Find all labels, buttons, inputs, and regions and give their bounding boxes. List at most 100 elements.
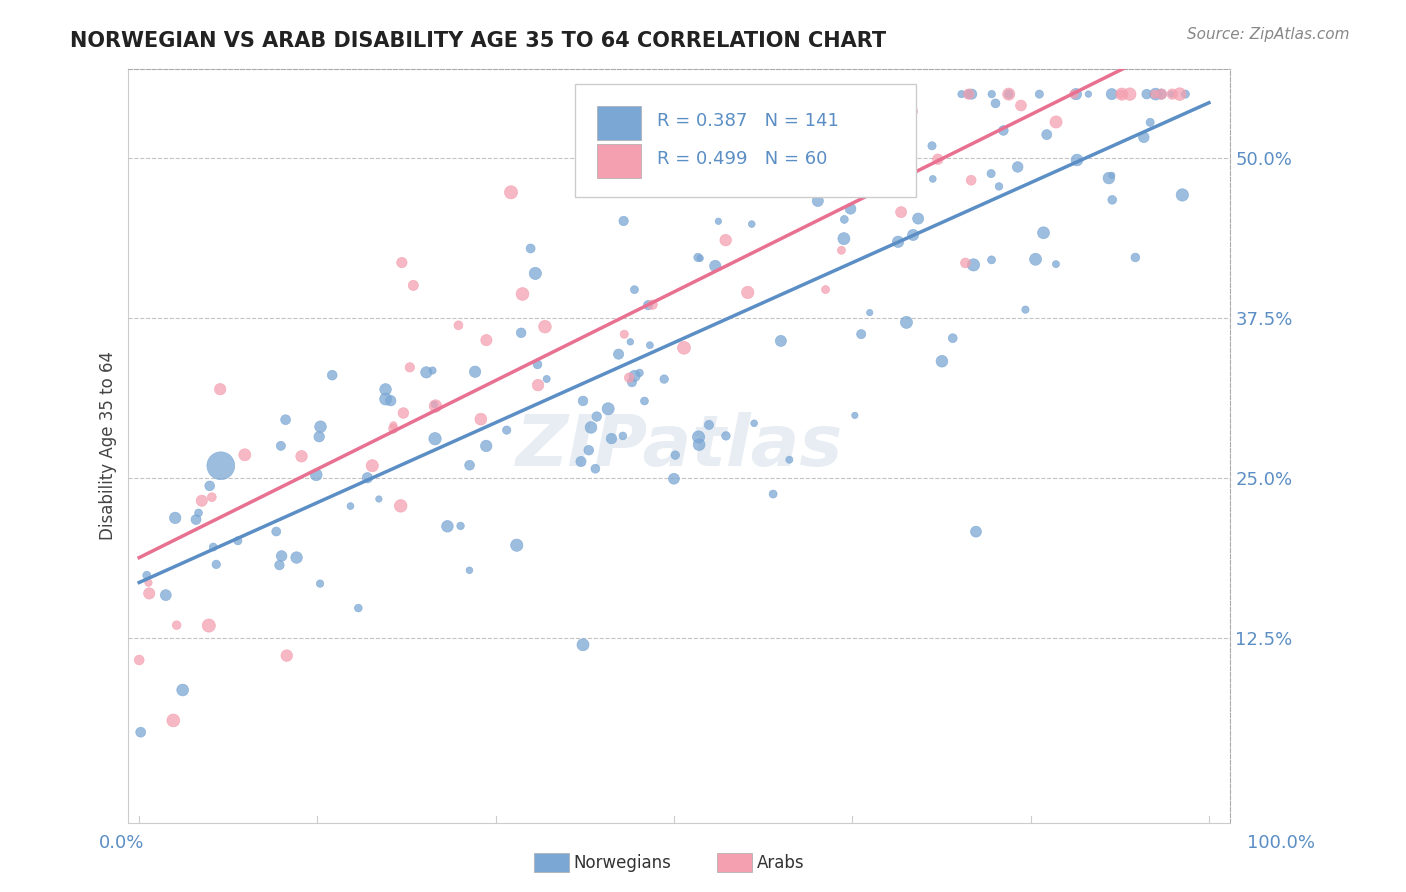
Point xyxy=(470,412,492,426)
Point xyxy=(402,278,425,293)
Point xyxy=(714,429,737,443)
Point xyxy=(356,471,378,485)
Point xyxy=(1101,169,1123,183)
FancyBboxPatch shape xyxy=(575,84,917,197)
Point xyxy=(138,586,160,600)
Point xyxy=(1007,160,1029,174)
Point xyxy=(166,618,188,632)
Point xyxy=(572,393,595,408)
Point xyxy=(309,419,332,434)
Point xyxy=(742,417,765,431)
Point xyxy=(628,366,651,380)
Point xyxy=(1139,115,1161,129)
Point xyxy=(855,136,877,151)
Point xyxy=(270,439,292,453)
Point xyxy=(464,365,486,379)
Point xyxy=(613,327,636,342)
Text: 100.0%: 100.0% xyxy=(1247,834,1315,852)
Point xyxy=(499,186,522,200)
Point xyxy=(475,333,498,347)
Point xyxy=(598,401,620,416)
Point xyxy=(769,334,792,348)
Point xyxy=(274,413,297,427)
Point xyxy=(778,452,800,467)
Point xyxy=(779,87,801,102)
Point xyxy=(988,179,1011,194)
Point xyxy=(962,258,984,272)
Point xyxy=(641,298,664,312)
Point xyxy=(285,550,308,565)
Point xyxy=(367,491,389,506)
Point xyxy=(495,423,517,437)
Point xyxy=(512,287,534,301)
Point xyxy=(264,524,287,539)
Point xyxy=(980,167,1002,181)
Point xyxy=(844,409,866,423)
Point xyxy=(921,138,943,153)
Point xyxy=(762,487,785,501)
Point xyxy=(600,432,623,446)
Point xyxy=(834,212,856,227)
Point xyxy=(957,87,980,102)
Point xyxy=(607,347,630,361)
Point xyxy=(993,123,1015,137)
Point xyxy=(382,418,405,433)
Point xyxy=(907,211,929,226)
Point xyxy=(205,558,228,572)
Point xyxy=(890,205,912,219)
Point xyxy=(458,563,481,577)
Point xyxy=(165,511,187,525)
Point xyxy=(1143,87,1166,102)
Point xyxy=(652,372,675,386)
Point xyxy=(1174,87,1197,102)
Point xyxy=(638,338,661,352)
Point xyxy=(1063,87,1085,102)
Point xyxy=(855,87,877,102)
Point xyxy=(623,368,645,383)
Point xyxy=(707,214,730,228)
Point xyxy=(415,365,437,379)
Point xyxy=(741,217,763,231)
Point xyxy=(202,540,225,554)
Text: R = 0.499   N = 60: R = 0.499 N = 60 xyxy=(658,150,828,168)
FancyBboxPatch shape xyxy=(596,106,641,140)
Point xyxy=(380,393,402,408)
Point xyxy=(519,242,541,256)
Point xyxy=(1010,98,1032,112)
Text: Norwegians: Norwegians xyxy=(574,854,672,871)
Point xyxy=(831,134,853,148)
Point xyxy=(980,252,1002,267)
Point xyxy=(900,104,922,119)
Point xyxy=(569,454,592,468)
Point xyxy=(997,87,1019,102)
Point xyxy=(612,429,634,443)
Point xyxy=(662,472,685,486)
Point xyxy=(619,334,641,349)
Point xyxy=(1098,171,1121,186)
Point xyxy=(510,326,533,340)
Point xyxy=(321,368,343,383)
Text: Arabs: Arabs xyxy=(756,854,804,871)
Point xyxy=(1150,87,1173,102)
Point xyxy=(135,568,157,582)
Point xyxy=(305,467,328,482)
Point xyxy=(128,653,150,667)
Point xyxy=(198,479,221,493)
Text: NORWEGIAN VS ARAB DISABILITY AGE 35 TO 64 CORRELATION CHART: NORWEGIAN VS ARAB DISABILITY AGE 35 TO 6… xyxy=(70,31,886,51)
Point xyxy=(155,588,177,602)
Point xyxy=(201,490,224,504)
Point xyxy=(398,360,420,375)
Point xyxy=(425,399,447,413)
Point xyxy=(633,394,655,409)
Point xyxy=(770,87,793,102)
Point xyxy=(578,443,600,458)
Point xyxy=(1111,87,1133,102)
Point xyxy=(862,95,884,110)
Point xyxy=(688,437,710,451)
Point xyxy=(583,461,606,475)
Point xyxy=(1077,87,1099,102)
Point xyxy=(309,576,332,591)
Point xyxy=(534,319,557,334)
Point xyxy=(859,305,882,319)
Point xyxy=(524,267,547,281)
